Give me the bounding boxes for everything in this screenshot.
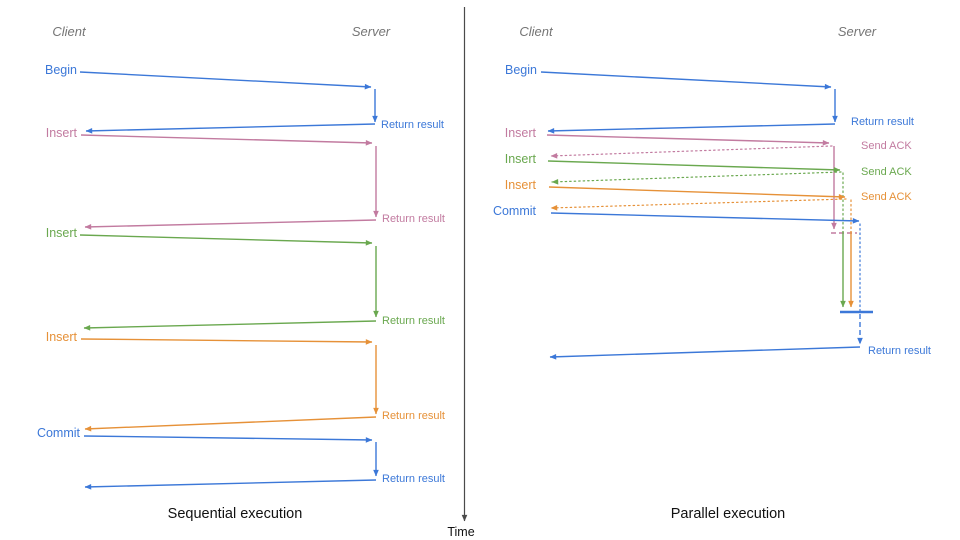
seq-commit-request-line: [83, 435, 373, 443]
par-op-insert2: Insert Send ACK: [505, 152, 912, 308]
par-op-insert3: Insert Send ACK: [505, 178, 912, 308]
par-begin-label: Begin: [505, 63, 537, 77]
par-insert2-ack-line: [551, 171, 842, 185]
par-insert2-ack-label: Send ACK: [861, 166, 912, 178]
sequential-diagram: Client Server Begin Return result Insert…: [37, 24, 445, 522]
seq-commit-return-line: [84, 479, 377, 490]
seq-insert1-return-line: [84, 219, 377, 230]
sequential-server-header: Server: [352, 24, 391, 39]
par-begin-result-label: Return result: [851, 116, 914, 128]
seq-insert3-request-line: [80, 338, 373, 345]
parallel-caption: Parallel execution: [671, 506, 785, 522]
seq-op-commit: Commit Return result: [37, 426, 445, 490]
parallel-diagram: Client Server Begin Return result Insert…: [493, 24, 931, 522]
par-begin-return-line: [547, 123, 836, 134]
par-commit-request-line: [550, 212, 860, 224]
seq-insert2-return-line: [83, 320, 377, 331]
seq-begin-label: Begin: [45, 63, 77, 77]
par-commit-label: Commit: [493, 204, 537, 218]
seq-insert1-result-label: Return result: [382, 213, 445, 225]
seq-op-begin: Begin Return result: [45, 63, 444, 134]
seq-begin-return-line: [85, 123, 376, 134]
par-op-begin: Begin Return result: [505, 63, 914, 134]
par-insert3-ack-line: [550, 198, 847, 211]
seq-insert1-request-line: [80, 134, 373, 146]
time-axis: Time: [447, 7, 475, 539]
par-commit-result-label: Return result: [868, 345, 931, 357]
sequential-caption: Sequential execution: [168, 506, 303, 522]
seq-insert2-label: Insert: [46, 226, 78, 240]
seq-commit-result-label: Return result: [382, 473, 445, 485]
par-insert3-label: Insert: [505, 178, 537, 192]
par-op-commit: Commit Return result: [493, 204, 931, 360]
sequential-client-header: Client: [52, 24, 87, 39]
seq-commit-label: Commit: [37, 426, 81, 440]
time-axis-label: Time: [447, 525, 474, 539]
seq-insert3-label: Insert: [46, 330, 78, 344]
seq-begin-result-label: Return result: [381, 119, 444, 131]
seq-op-insert3: Insert Return result: [46, 330, 445, 432]
seq-insert2-result-label: Return result: [382, 315, 445, 327]
seq-op-insert2: Insert Return result: [46, 226, 445, 331]
seq-insert2-request-line: [79, 234, 373, 246]
par-insert2-label: Insert: [505, 152, 537, 166]
parallel-client-header: Client: [519, 24, 554, 39]
par-op-insert1: Insert Send ACK: [505, 126, 912, 234]
seq-begin-request-line: [79, 71, 372, 90]
seq-op-insert1: Insert Return result: [46, 126, 445, 230]
par-insert1-ack-label: Send ACK: [861, 140, 912, 152]
par-insert1-label: Insert: [505, 126, 537, 140]
par-insert1-request-line: [546, 134, 830, 146]
parallel-server-header: Server: [838, 24, 877, 39]
seq-insert3-result-label: Return result: [382, 410, 445, 422]
seq-insert3-return-line: [84, 416, 377, 432]
seq-insert1-label: Insert: [46, 126, 78, 140]
par-commit-return-line: [549, 346, 861, 360]
par-insert3-ack-label: Send ACK: [861, 191, 912, 203]
par-insert1-ack-line: [550, 145, 833, 159]
par-begin-request-line: [540, 71, 832, 90]
par-insert2-request-line: [547, 160, 841, 173]
par-insert3-request-line: [548, 186, 846, 200]
